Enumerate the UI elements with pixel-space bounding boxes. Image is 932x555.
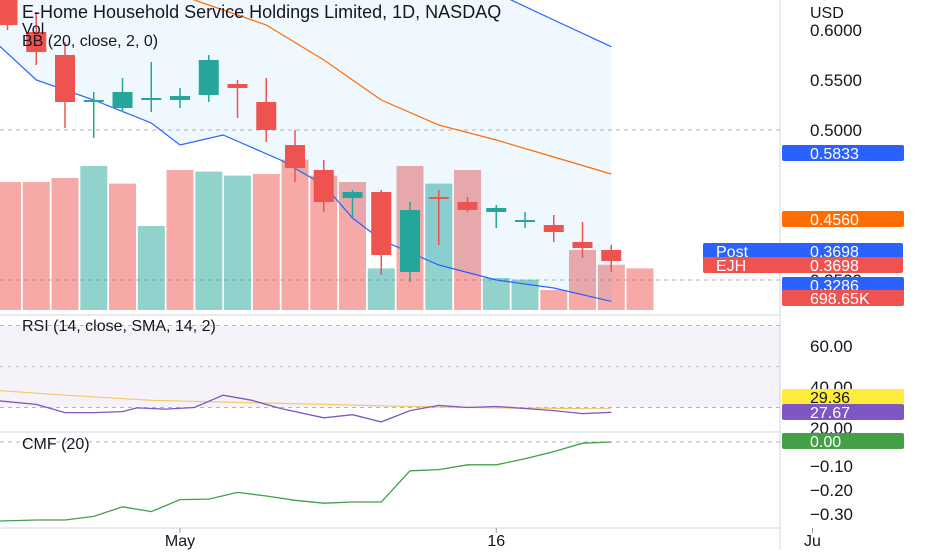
rsi-tick-label: 60.00	[810, 337, 853, 356]
rsi-ma-line	[0, 389, 612, 410]
volume-bar	[597, 264, 625, 310]
bb-label: BB (20, close, 2, 0)	[22, 33, 158, 50]
volume-bar	[0, 182, 21, 310]
badge-cmf	[782, 433, 904, 449]
candle-body	[83, 100, 104, 102]
volume-bar	[367, 268, 395, 310]
badge-last	[703, 257, 903, 273]
volume-bar	[454, 170, 481, 310]
badge-volume	[782, 290, 904, 306]
cmf-label: CMF (20)	[22, 436, 90, 453]
candle-body	[26, 32, 47, 52]
badge-label: EJH	[716, 258, 746, 275]
volume-bar	[224, 175, 251, 310]
bb-band-fill	[0, 0, 612, 302]
time-axis-label: May	[165, 533, 195, 550]
candle-body	[400, 210, 420, 272]
badge-rsi	[782, 404, 904, 420]
badge-value: 27.67	[810, 405, 850, 422]
volume-bar	[482, 278, 510, 310]
volume-bar	[109, 183, 136, 310]
candle-body	[170, 96, 190, 100]
volume-bar	[166, 170, 194, 310]
candle-body	[342, 192, 363, 198]
volume-bar	[195, 171, 223, 310]
badge-value: 0.3698	[810, 258, 859, 275]
vol-label: Vol	[22, 21, 44, 38]
bb-basis-line	[192, 0, 612, 175]
candle-body	[543, 225, 564, 232]
badge-value: 698.65K	[810, 291, 870, 308]
candle-body	[572, 242, 593, 248]
cmf-tick-label: −0.10	[810, 457, 853, 476]
candle-body	[141, 98, 162, 100]
badge-bb-upper	[782, 145, 904, 161]
candle-body	[457, 202, 478, 210]
badge-rsi-ma	[782, 389, 904, 405]
badge-label: Post	[716, 244, 749, 261]
candle-body	[285, 145, 305, 168]
volume-bar	[626, 268, 654, 310]
rsi-label: RSI (14, close, SMA, 14, 2)	[22, 318, 216, 335]
volume-bar	[51, 178, 79, 310]
volume-bar	[137, 226, 165, 310]
candle-body	[256, 102, 277, 130]
candle-body	[601, 250, 622, 261]
candle-body	[313, 170, 334, 202]
badge-value: 0.3698	[810, 244, 859, 261]
volume-bar	[281, 159, 309, 310]
cmf-line	[0, 441, 612, 522]
price-tick-label: 0.6000	[810, 21, 862, 40]
candle-body	[428, 197, 449, 199]
badge-value: 0.00	[810, 434, 841, 451]
candle-body	[55, 55, 75, 102]
time-axis-label: Ju	[804, 533, 821, 550]
rsi-band-fill	[0, 325, 780, 408]
badge-post	[703, 243, 903, 259]
candle-body	[0, 0, 18, 25]
candle-body	[371, 192, 392, 255]
currency-label: USD	[810, 5, 844, 22]
candle-body	[227, 84, 248, 88]
candle-body	[515, 220, 535, 222]
volume-bar	[22, 182, 50, 310]
candle-body	[198, 60, 219, 95]
candle-body	[112, 92, 133, 108]
price-tick-label: 0.5000	[810, 121, 862, 140]
volume-bar	[540, 290, 568, 310]
volume-bar	[80, 166, 108, 310]
badge-value: 0.5833	[810, 146, 859, 163]
badge-bb-basis	[782, 211, 904, 227]
badge-value: 29.36	[810, 390, 850, 407]
badge-bb-lower	[782, 277, 904, 293]
badge-value: 0.4560	[810, 212, 859, 229]
volume-bar	[569, 250, 596, 310]
volume-bar	[252, 174, 280, 310]
chart-title: E-Home Household Service Holdings Limite…	[22, 2, 501, 22]
cmf-tick-label: −0.30	[810, 505, 853, 524]
bb-upper-line	[509, 0, 612, 48]
candle-body	[486, 208, 507, 212]
rsi-line	[0, 394, 612, 423]
time-axis-label: 16	[487, 533, 505, 550]
price-tick-label: 0.5500	[810, 71, 862, 90]
cmf-tick-label: −0.20	[810, 481, 853, 500]
bb-lower-line	[0, 45, 612, 302]
